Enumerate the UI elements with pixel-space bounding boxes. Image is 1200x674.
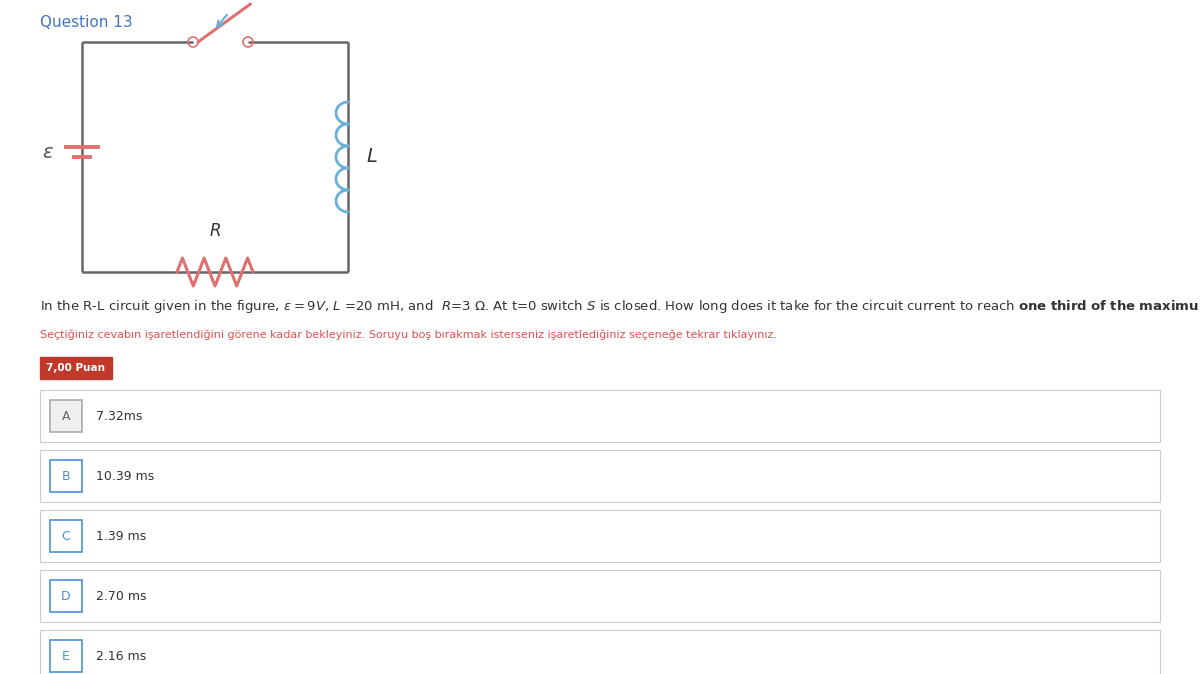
FancyBboxPatch shape: [50, 400, 82, 432]
Text: In the R-L circuit given in the figure, $\varepsilon = 9V$, $L$ =20 mH, and  $R$: In the R-L circuit given in the figure, …: [40, 298, 1200, 315]
Text: D: D: [61, 590, 71, 603]
FancyBboxPatch shape: [50, 580, 82, 612]
Text: E: E: [62, 650, 70, 663]
FancyBboxPatch shape: [40, 570, 1160, 622]
FancyBboxPatch shape: [40, 390, 1160, 442]
Text: 2.16 ms: 2.16 ms: [96, 650, 146, 663]
Text: 2.70 ms: 2.70 ms: [96, 590, 146, 603]
FancyBboxPatch shape: [40, 450, 1160, 502]
Text: 7.32ms: 7.32ms: [96, 410, 143, 423]
FancyBboxPatch shape: [50, 520, 82, 552]
Text: C: C: [61, 530, 71, 543]
FancyBboxPatch shape: [40, 630, 1160, 674]
Text: 7,00 Puan: 7,00 Puan: [47, 363, 106, 373]
FancyBboxPatch shape: [40, 357, 112, 379]
Text: $\varepsilon$: $\varepsilon$: [42, 142, 54, 162]
Text: A: A: [61, 410, 71, 423]
Text: 1.39 ms: 1.39 ms: [96, 530, 146, 543]
Text: B: B: [61, 470, 71, 483]
Text: Question 13: Question 13: [40, 15, 133, 30]
Text: L: L: [366, 148, 377, 166]
FancyBboxPatch shape: [40, 510, 1160, 562]
Text: 10.39 ms: 10.39 ms: [96, 470, 155, 483]
Text: R: R: [209, 222, 221, 240]
Text: Seçtiğiniz cevabın işaretlendiğini görene kadar bekleyiniz. Soruyu boş bırakmak : Seçtiğiniz cevabın işaretlendiğini gören…: [40, 330, 778, 340]
FancyBboxPatch shape: [50, 460, 82, 492]
FancyBboxPatch shape: [50, 640, 82, 672]
